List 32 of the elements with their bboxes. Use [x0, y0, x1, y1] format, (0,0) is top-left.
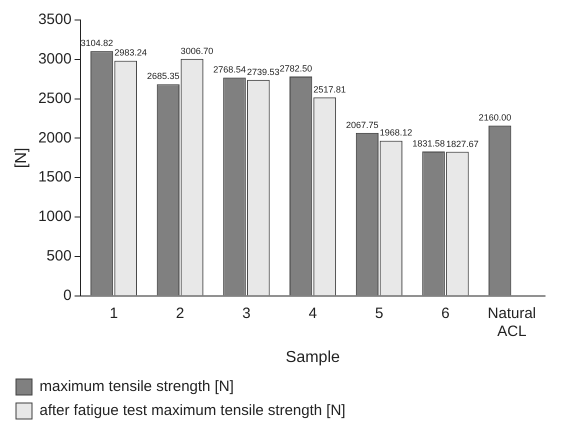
y-tick-label: 1000 — [38, 208, 72, 226]
data-label: 2983.24 — [114, 48, 147, 58]
x-axis-title: Sample — [286, 348, 340, 366]
data-label: 2782.50 — [280, 64, 312, 74]
data-label: 3006.70 — [180, 46, 214, 56]
data-label: 2160.00 — [478, 112, 512, 123]
x-tick-label: 1 — [110, 304, 118, 322]
data-label: 1827.67 — [446, 138, 479, 149]
y-tick-label: 0 — [63, 286, 72, 304]
y-tick-label: 3000 — [38, 50, 72, 68]
data-label: 2067.75 — [346, 120, 379, 130]
x-tick-label: Natural ACL — [488, 304, 536, 340]
data-label: 2739.53 — [247, 66, 280, 77]
y-tick-label: 2000 — [38, 129, 72, 146]
y-tick-label: 2500 — [38, 90, 72, 107]
legend-label: after fatigue test maximum tensile strength [N] — [40, 402, 346, 420]
data-label: 2517.81 — [313, 84, 346, 94]
x-tick-label: 5 — [374, 304, 384, 322]
y-tick-label: 500 — [46, 248, 72, 265]
data-label: 1831.58 — [412, 138, 445, 148]
data-label: 2768.54 — [213, 64, 246, 75]
y-tick-label: 1500 — [38, 168, 72, 186]
y-tick-label: 3500 — [38, 11, 72, 28]
legend-label: maximum tensile strength [N] — [40, 378, 234, 396]
x-tick-label: 6 — [441, 304, 450, 322]
x-tick-label: 3 — [242, 304, 251, 322]
data-label: 1968.12 — [380, 128, 412, 138]
data-label: 2685.35 — [146, 71, 180, 82]
data-label: 3104.82 — [80, 38, 114, 48]
y-axis-title: [N] — [13, 148, 30, 168]
x-tick-label: 2 — [176, 304, 184, 322]
x-tick-label: 4 — [308, 304, 317, 322]
